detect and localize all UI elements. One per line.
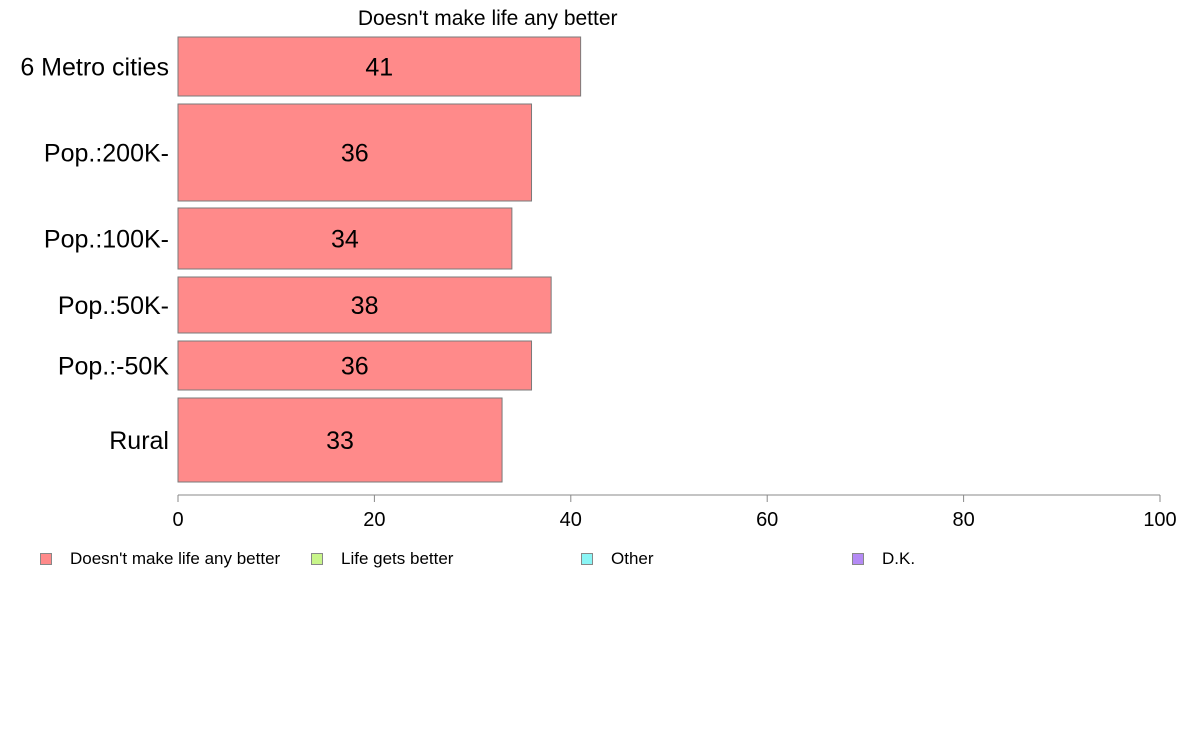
x-tick-label: 20	[363, 509, 385, 531]
bar	[177, 397, 503, 483]
chart-title: Doesn't make life any better	[358, 7, 618, 30]
data-label: 36	[341, 140, 369, 168]
legend: Doesn't make life any better Life gets b…	[40, 548, 1140, 572]
legend-label: Life gets better	[341, 549, 454, 568]
category-label: Pop.:-50K	[58, 353, 170, 381]
x-tick-label: 40	[560, 509, 582, 531]
bar-chart: Doesn't make life any better 6 Metro cit…	[20, 7, 1177, 531]
category-label: 6 Metro cities	[20, 54, 169, 82]
legend-item-life-gets-better: Life gets better	[311, 548, 453, 570]
x-tick-label: 60	[756, 509, 778, 531]
bar	[177, 36, 582, 97]
category-label: Pop.:200K-	[44, 140, 169, 168]
x-axis: 0 20 40 60 80 100	[172, 494, 1177, 531]
bar	[177, 207, 513, 270]
bar	[177, 103, 533, 202]
bar	[177, 340, 533, 391]
legend-label: Doesn't make life any better	[70, 549, 281, 568]
data-label: 33	[326, 427, 354, 455]
legend-swatch	[852, 553, 864, 565]
category-label: Pop.:50K-	[58, 292, 169, 320]
data-label: 41	[365, 54, 393, 82]
category-label: Pop.:100K-	[44, 226, 169, 254]
x-tick-label: 0	[172, 509, 183, 531]
x-tick-label: 80	[952, 509, 974, 531]
category-label: Rural	[109, 427, 169, 455]
legend-swatch	[40, 553, 52, 565]
data-label: 36	[341, 353, 369, 381]
legend-label: D.K.	[882, 549, 916, 568]
legend-item-other: Other	[581, 548, 654, 570]
legend-item-doesnt-make-life-better: Doesn't make life any better	[40, 548, 280, 570]
legend-label: Other	[611, 549, 654, 568]
bars-layer: 6 Metro cities 41 Pop.:200K- 36 Pop.:100K- 34…	[20, 36, 582, 483]
x-tick-label: 100	[1143, 509, 1176, 531]
data-label: 38	[351, 292, 379, 320]
bar	[177, 276, 552, 334]
legend-swatch	[311, 553, 323, 565]
legend-swatch	[581, 553, 593, 565]
data-label: 34	[331, 226, 359, 254]
legend-item-dk: D.K.	[852, 548, 915, 570]
